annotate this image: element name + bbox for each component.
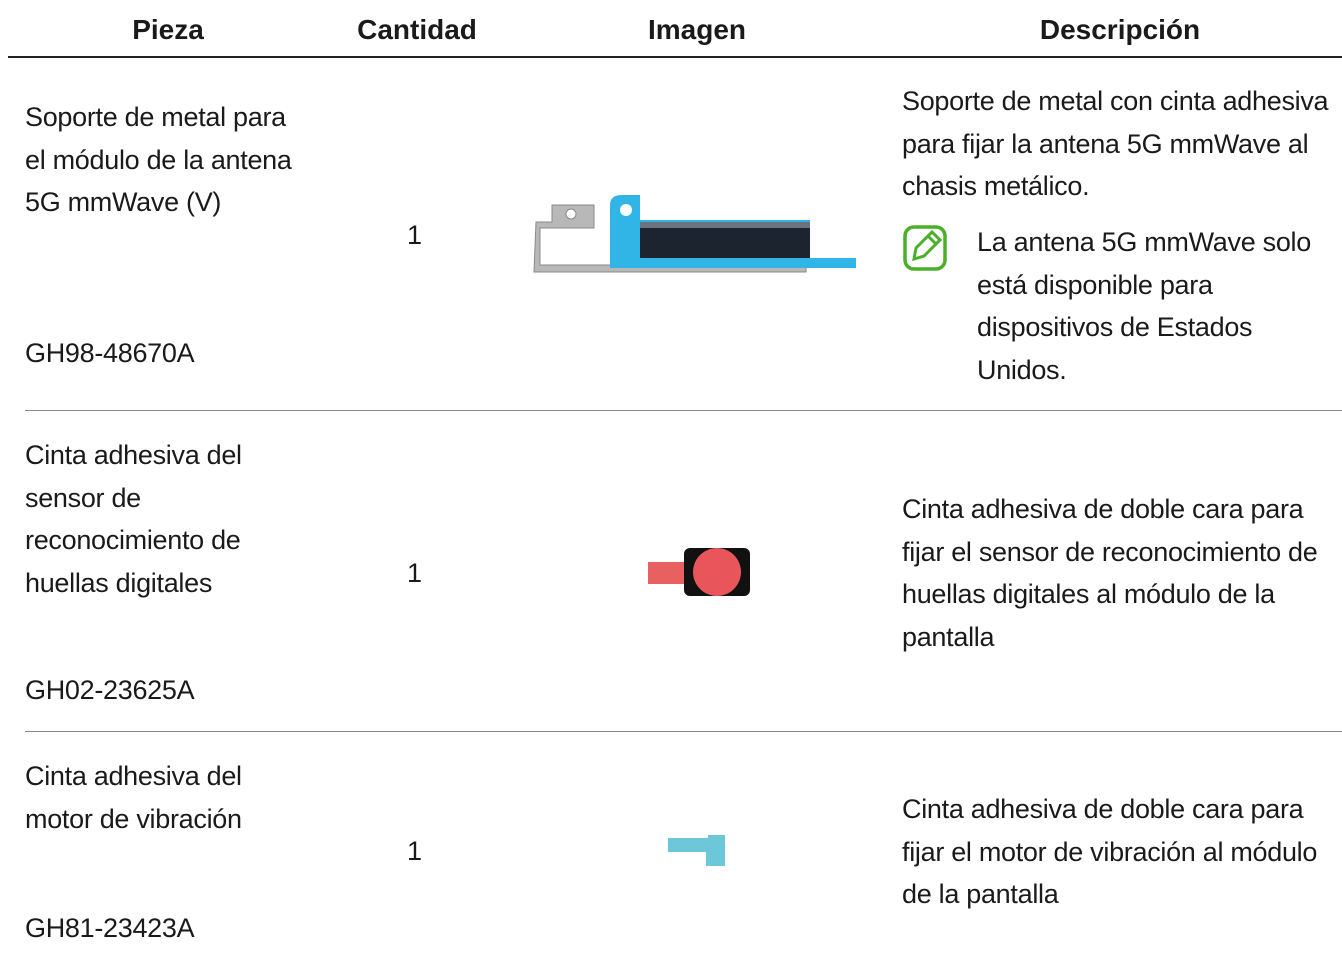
row-rule	[25, 731, 1342, 732]
part-name: Soporte de metal para el módulo de la an…	[25, 102, 292, 217]
quantity: 1	[407, 220, 422, 250]
part-code: GH02-23625A	[25, 675, 195, 705]
vibration-tape-image	[668, 835, 725, 866]
description: Soporte de metal con cinta adhesiva para…	[902, 86, 1329, 201]
part-code: GH81-23423A	[25, 913, 195, 943]
part-name: Cinta adhesiva del sensor de reconocimie…	[25, 440, 242, 598]
metal-bracket-image	[533, 195, 856, 273]
part-code: GH98-48670A	[25, 338, 195, 368]
description: Cinta adhesiva de doble cara para fijar …	[902, 794, 1318, 909]
part-name: Cinta adhesiva del motor de vibración	[25, 761, 242, 834]
quantity: 1	[407, 836, 422, 866]
note-icon	[903, 225, 947, 271]
description: Cinta adhesiva de doble cara para fijar …	[902, 494, 1318, 652]
header-cell: Descripción	[1039, 14, 1201, 45]
fingerprint-tape-image	[648, 548, 750, 596]
header-rule	[8, 56, 1342, 58]
header-cell: Pieza	[132, 14, 204, 45]
header-cell: Cantidad	[357, 14, 477, 45]
row-rule	[25, 410, 1342, 411]
quantity: 1	[407, 558, 422, 588]
header-cell: Imagen	[647, 14, 747, 45]
note: La antena 5G mmWave solo está disponible…	[977, 227, 1311, 385]
